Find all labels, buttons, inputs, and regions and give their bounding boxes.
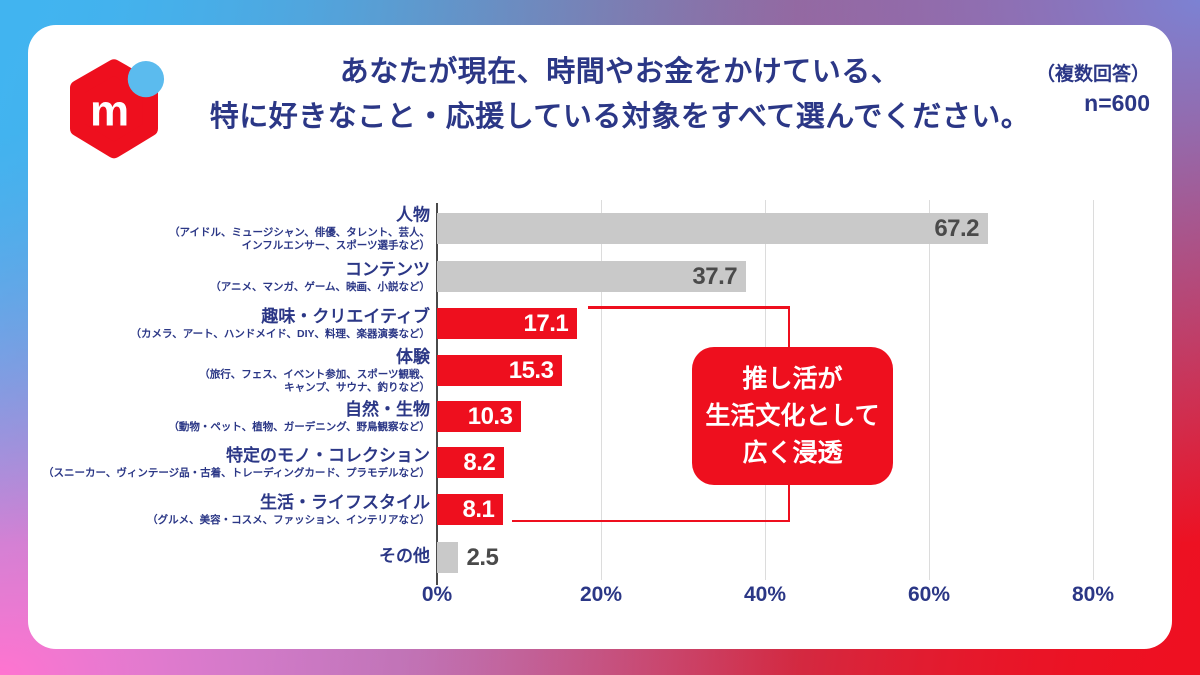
mercari-logo: m: [70, 59, 165, 159]
annotation-bracket-upper-drop: [787, 306, 790, 361]
x-tick-20: 20%: [579, 583, 623, 606]
category-sublabel: （カメラ、アート、ハンドメイド、DIY、料理、楽器演奏など）: [130, 328, 430, 340]
gridline-80: [1093, 200, 1094, 580]
title-line-1: あなたが現在、時間やお金をかけている、: [339, 56, 901, 88]
annotation-bracket-lower-drop: [787, 475, 790, 522]
bar-value-label: 17.1: [523, 309, 569, 337]
annotation-text: 推し活が 生活文化として 広く浸透: [705, 364, 880, 467]
sample-size: n=600: [1084, 90, 1150, 116]
bar-collection: 8.2: [437, 447, 505, 478]
y-axis-line: [436, 203, 438, 585]
category-sublabel: （グルメ、美容・コスメ、ファッション、インテリアなど）: [147, 514, 430, 526]
category-label-people: 人物 （アイドル、ミュージシャン、俳優、タレント、芸人、 インフルエンサー、スポ…: [20, 206, 430, 253]
page-title: あなたが現在、時間やお金をかけている、 特に好きなこと・応援している対象をすべて…: [170, 50, 1070, 140]
category-label-other: その他: [20, 547, 430, 568]
bar-value-label: 15.3: [508, 356, 554, 384]
x-tick-40: 40%: [743, 583, 787, 606]
category-sublabel: （旅行、フェス、イベント参加、スポーツ観戦、 キャンプ、サウナ、釣りなど）: [199, 368, 430, 394]
bar-value-label: 2.5: [466, 543, 499, 571]
x-tick-60: 60%: [907, 583, 951, 606]
category-name: 自然・生物: [345, 400, 430, 419]
bar-value-label: 37.7: [692, 262, 738, 290]
category-label-content: コンテンツ （アニメ、マンガ、ゲーム、映画、小説など）: [20, 260, 430, 294]
category-name: 生活・ライフスタイル: [260, 493, 430, 512]
bar-value-label: 8.1: [462, 495, 495, 523]
bar-value-label: 8.2: [463, 448, 496, 476]
category-name: コンテンツ: [345, 260, 430, 279]
bar-people: 67.2: [437, 213, 989, 244]
category-label-collection: 特定のモノ・コレクション （スニーカー、ヴィンテージ品・古着、トレーディングカー…: [20, 446, 430, 480]
category-name: 特定のモノ・コレクション: [226, 446, 430, 465]
category-label-hobby: 趣味・クリエイティブ （カメラ、アート、ハンドメイド、DIY、料理、楽器演奏など…: [20, 307, 430, 341]
bar-other: 2.5: [437, 542, 499, 573]
category-label-nature: 自然・生物 （動物・ペット、植物、ガーデニング、野鳥観察など）: [20, 400, 430, 434]
annotation-callout: 推し活が 生活文化として 広く浸透: [692, 347, 893, 485]
category-name: 体験: [396, 347, 430, 367]
bar-lifestyle: 8.1: [437, 494, 504, 525]
category-label-lifestyle: 生活・ライフスタイル （グルメ、美容・コスメ、ファッション、インテリアなど）: [20, 493, 430, 527]
logo-blue-dot: [127, 60, 165, 98]
category-label-experience: 体験 （旅行、フェス、イベント参加、スポーツ観戦、 キャンプ、サウナ、釣りなど）: [20, 348, 430, 395]
bar-value-label: 67.2: [934, 214, 980, 242]
category-name: その他: [379, 546, 430, 566]
bar-value-label: 10.3: [467, 402, 513, 430]
bar-hobby: 17.1: [437, 308, 578, 339]
category-sublabel: （動物・ペット、植物、ガーデニング、野鳥観察など）: [168, 421, 430, 433]
content-card: [28, 25, 1172, 649]
multiple-answers-note: （複数回答）: [1035, 64, 1150, 85]
x-tick-0: 0%: [421, 583, 453, 606]
survey-note: （複数回答） n=600: [950, 62, 1150, 118]
category-sublabel: （アニメ、マンガ、ゲーム、映画、小説など）: [210, 281, 430, 293]
category-sublabel: （スニーカー、ヴィンテージ品・古着、トレーディングカード、プラモデルなど）: [42, 467, 430, 479]
category-name: 趣味・クリエイティブ: [261, 307, 430, 326]
category-sublabel: （アイドル、ミュージシャン、俳優、タレント、芸人、 インフルエンサー、スポーツ選…: [169, 226, 430, 252]
category-name: 人物: [396, 205, 430, 225]
gridline-60: [929, 200, 930, 580]
annotation-bracket-top: [588, 306, 790, 309]
logo-letter: m: [90, 86, 129, 135]
bar-nature: 10.3: [437, 401, 522, 432]
title-line-2: 特に好きなこと・応援している対象をすべて選んでください。: [209, 101, 1031, 133]
bar-experience: 15.3: [437, 355, 563, 386]
bar-content: 37.7: [437, 261, 747, 292]
gridline-20: [601, 200, 602, 580]
x-tick-80: 80%: [1071, 583, 1115, 606]
annotation-bracket-bottom: [512, 519, 790, 522]
